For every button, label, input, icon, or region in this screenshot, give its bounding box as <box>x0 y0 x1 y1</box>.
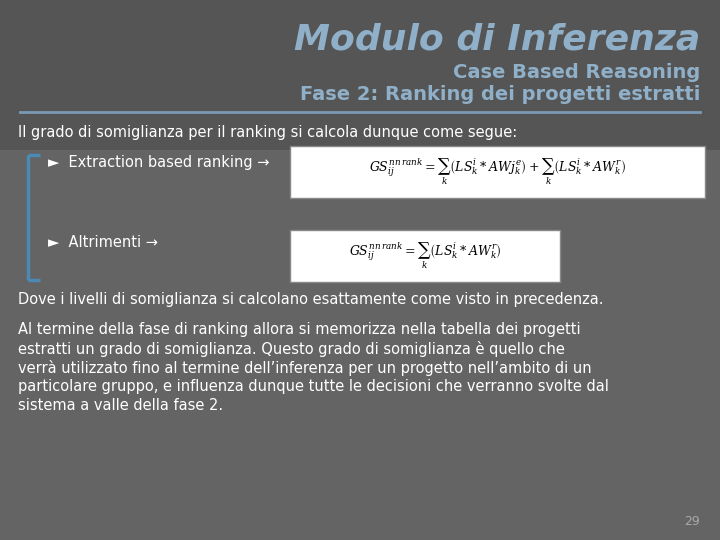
Text: Modulo di Inferenza: Modulo di Inferenza <box>294 23 700 57</box>
Text: $GS_{ij}^{nn\,rank} = \sum_k \left(LS_k^i * AW_k^r\right)$: $GS_{ij}^{nn\,rank} = \sum_k \left(LS_k^… <box>348 241 501 271</box>
Text: ►  Altrimenti →: ► Altrimenti → <box>48 235 158 250</box>
Bar <box>290 230 560 282</box>
Text: Case Based Reasoning: Case Based Reasoning <box>453 63 700 82</box>
Text: 29: 29 <box>684 515 700 528</box>
Text: Dove i livelli di somiglianza si calcolano esattamente come visto in precedenza.: Dove i livelli di somiglianza si calcola… <box>18 292 603 307</box>
Text: particolare gruppo, e influenza dunque tutte le decisioni che verranno svolte da: particolare gruppo, e influenza dunque t… <box>18 379 609 394</box>
Text: Fase 2: Ranking dei progetti estratti: Fase 2: Ranking dei progetti estratti <box>300 85 700 105</box>
Text: verrà utilizzato fino al termine dell’inferenza per un progetto nell’ambito di u: verrà utilizzato fino al termine dell’in… <box>18 360 592 376</box>
Text: estratti un grado di somiglianza. Questo grado di somiglianza è quello che: estratti un grado di somiglianza. Questo… <box>18 341 565 357</box>
Text: sistema a valle della fase 2.: sistema a valle della fase 2. <box>18 398 223 413</box>
Text: ►  Extraction based ranking →: ► Extraction based ranking → <box>48 155 269 170</box>
Text: Al termine della fase di ranking allora si memorizza nella tabella dei progetti: Al termine della fase di ranking allora … <box>18 322 580 337</box>
Text: Il grado di somiglianza per il ranking si calcola dunque come segue:: Il grado di somiglianza per il ranking s… <box>18 125 517 140</box>
Bar <box>290 146 705 198</box>
Bar <box>0 0 720 150</box>
Text: $GS_{ij}^{nn\,rank} = \sum_k \left(LS_k^i * AWj_k^e\right) + \sum_k \left(LS_k^i: $GS_{ij}^{nn\,rank} = \sum_k \left(LS_k^… <box>369 157 626 187</box>
